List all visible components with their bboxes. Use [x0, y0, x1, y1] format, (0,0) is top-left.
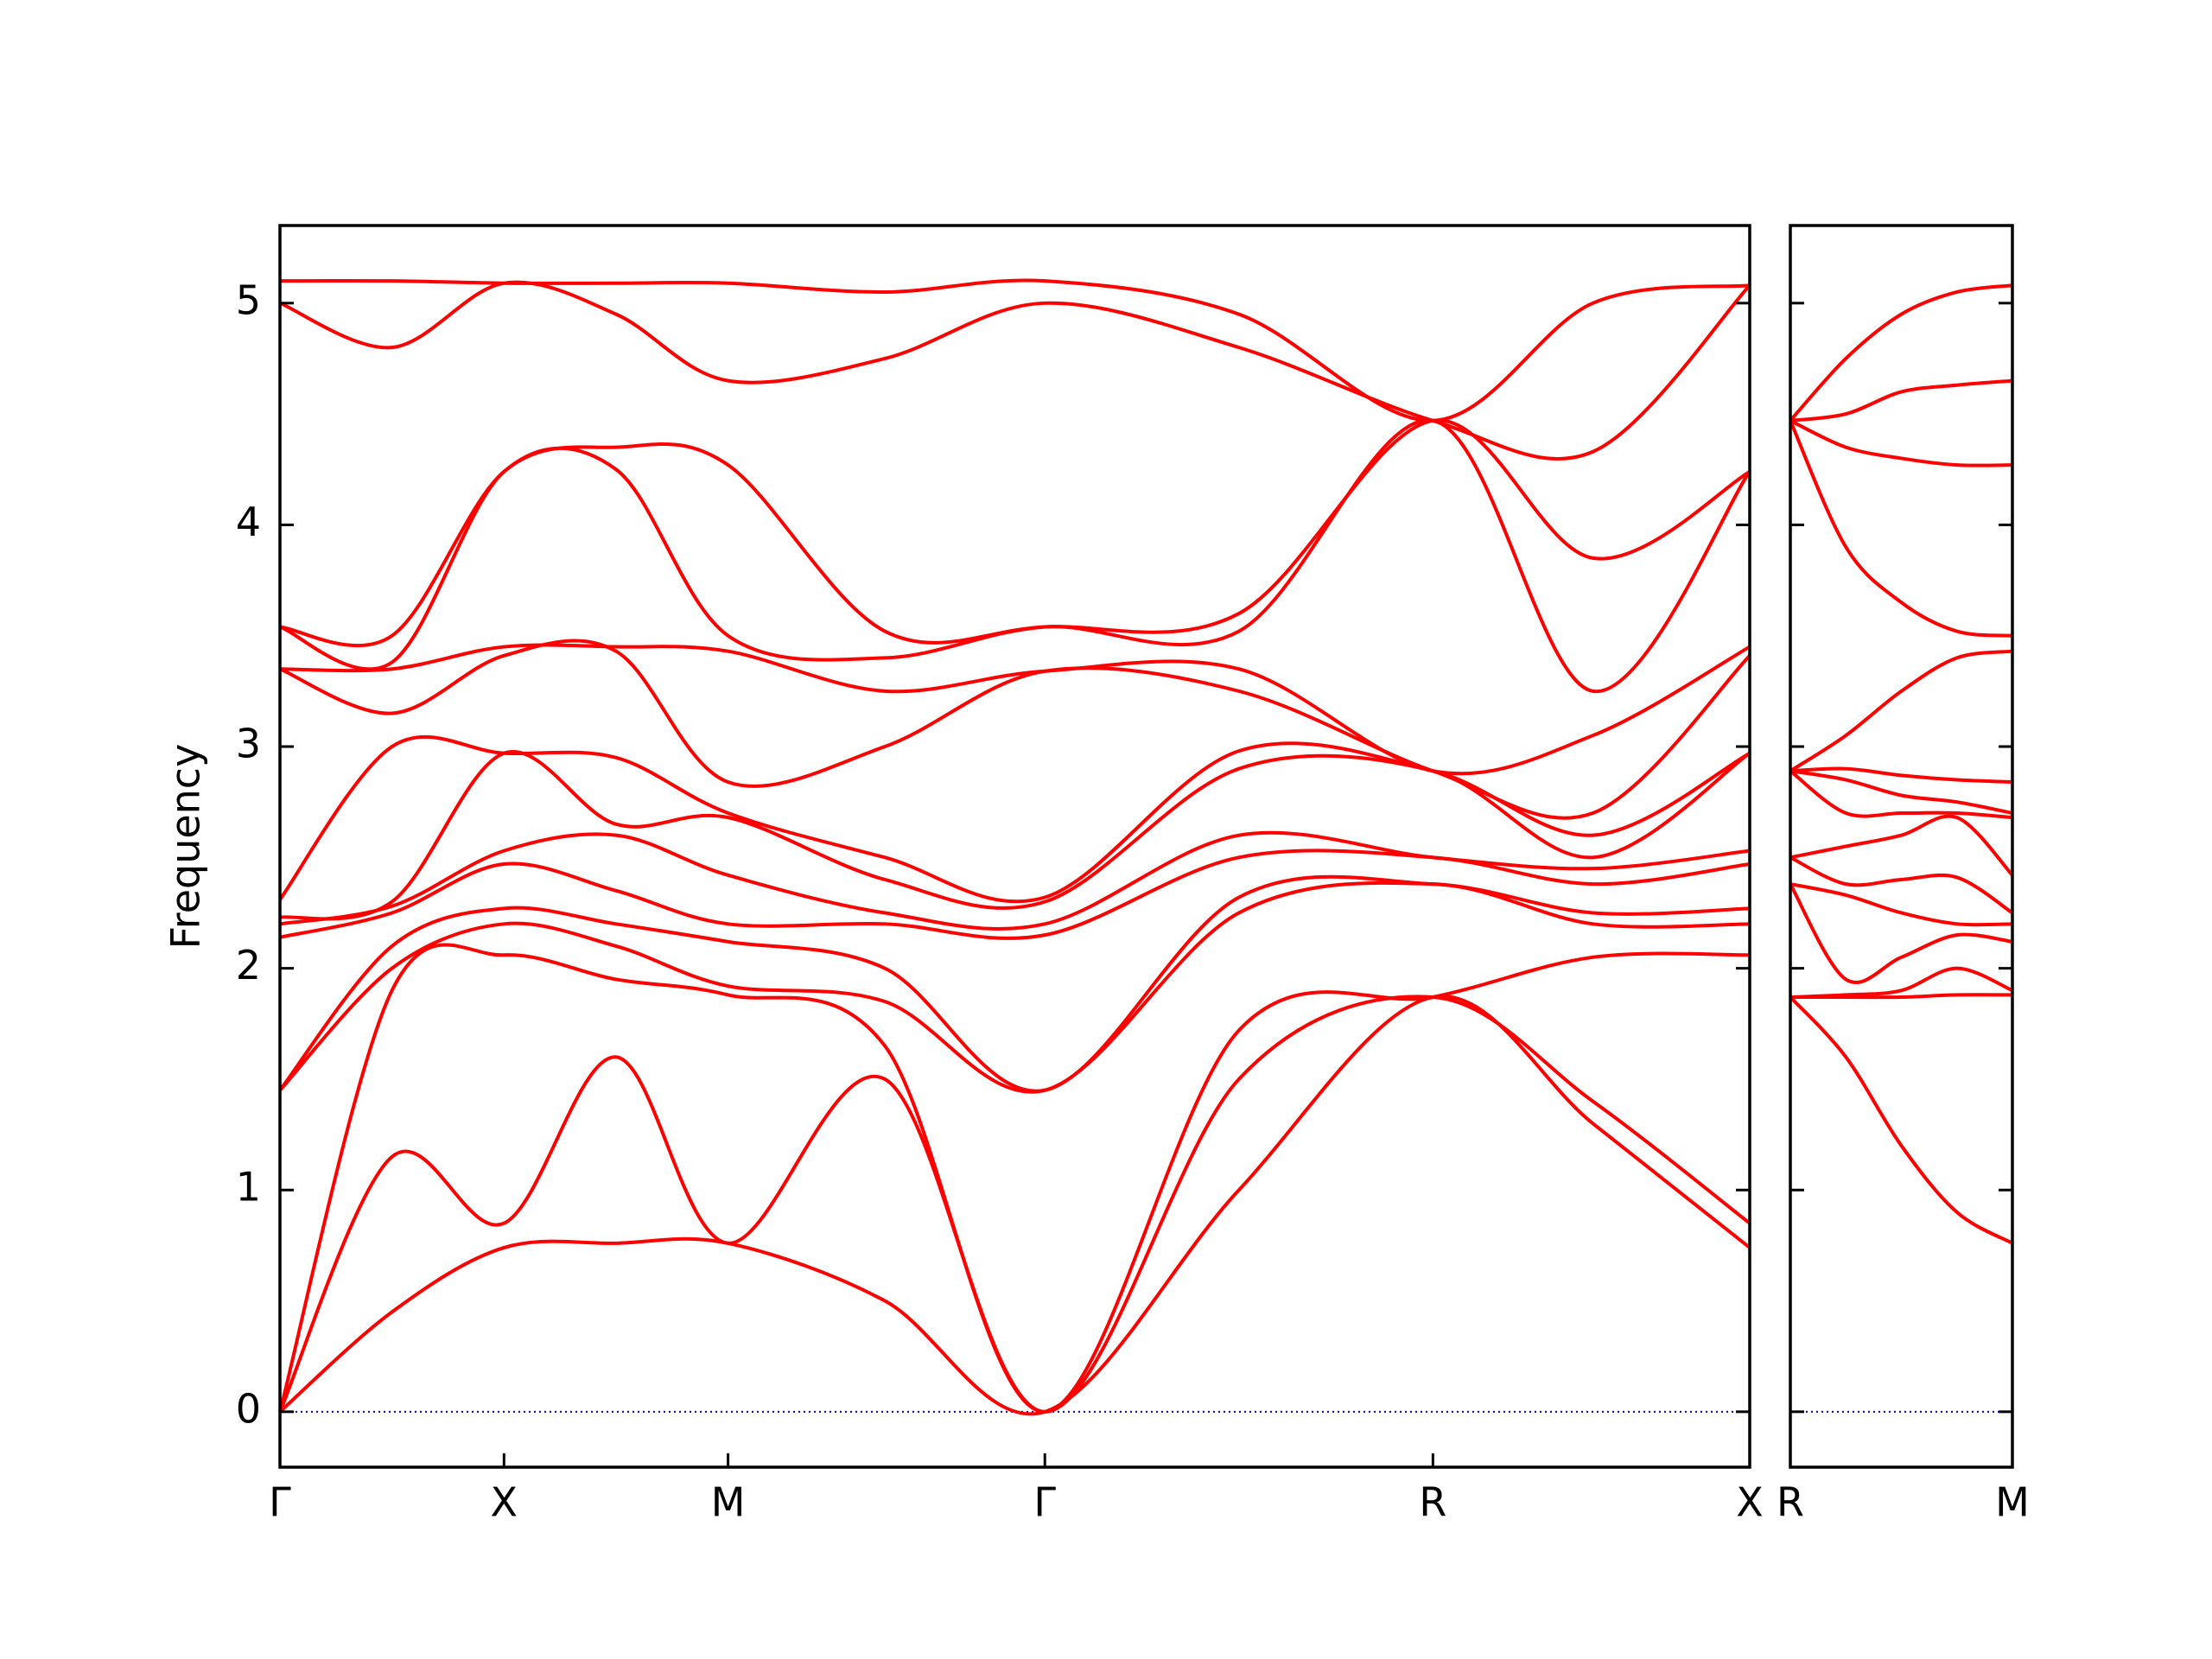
band-line — [279, 278, 1751, 423]
band-line — [1789, 769, 2013, 815]
band-line — [279, 639, 1751, 820]
x-tick-label: Γ — [269, 1479, 291, 1526]
x-tick-label: R — [1777, 1479, 1804, 1526]
band-line — [1789, 883, 2013, 985]
y-tick-label: 1 — [236, 1164, 261, 1211]
plot-frame — [278, 224, 1751, 1469]
band-line — [1789, 995, 2013, 1245]
band-line — [279, 849, 1751, 940]
band-line — [279, 418, 1751, 693]
y-tick-label: 0 — [236, 1385, 261, 1432]
x-tick-label: M — [711, 1479, 746, 1526]
band-line — [1789, 814, 2014, 877]
band-line — [1789, 378, 2013, 423]
band-line — [278, 874, 1751, 1093]
band-line — [1789, 855, 2014, 915]
x-tick-label: M — [1995, 1479, 2030, 1526]
band-line — [1789, 419, 2013, 467]
band-line — [278, 880, 1751, 1094]
band-line — [1789, 966, 2013, 999]
x-tick-label: R — [1419, 1479, 1446, 1526]
band-line — [279, 418, 1751, 647]
band-line — [279, 643, 1751, 776]
band-line — [279, 749, 1751, 921]
x-tick-label: Γ — [1033, 1479, 1056, 1526]
band-line — [279, 830, 1751, 931]
band-line — [1789, 882, 2013, 927]
y-axis-label: Frequency — [162, 744, 209, 950]
x-tick-label: X — [491, 1479, 518, 1526]
band-line — [278, 995, 1751, 1414]
band-line — [278, 994, 1751, 1416]
band-line — [1789, 649, 2013, 772]
y-tick-label: 5 — [236, 276, 261, 323]
band-line — [278, 943, 1751, 1414]
y-tick-label: 3 — [236, 721, 261, 767]
y-tick-label: 2 — [236, 942, 261, 988]
band-line — [1789, 766, 2013, 785]
band-line — [1789, 420, 2013, 638]
band-line — [1789, 283, 2013, 423]
x-tick-label: X — [1736, 1479, 1764, 1526]
band-line — [279, 280, 1751, 461]
band-line — [1789, 769, 2013, 820]
y-tick-label: 4 — [236, 499, 261, 545]
plot-frame — [1789, 224, 2014, 1469]
